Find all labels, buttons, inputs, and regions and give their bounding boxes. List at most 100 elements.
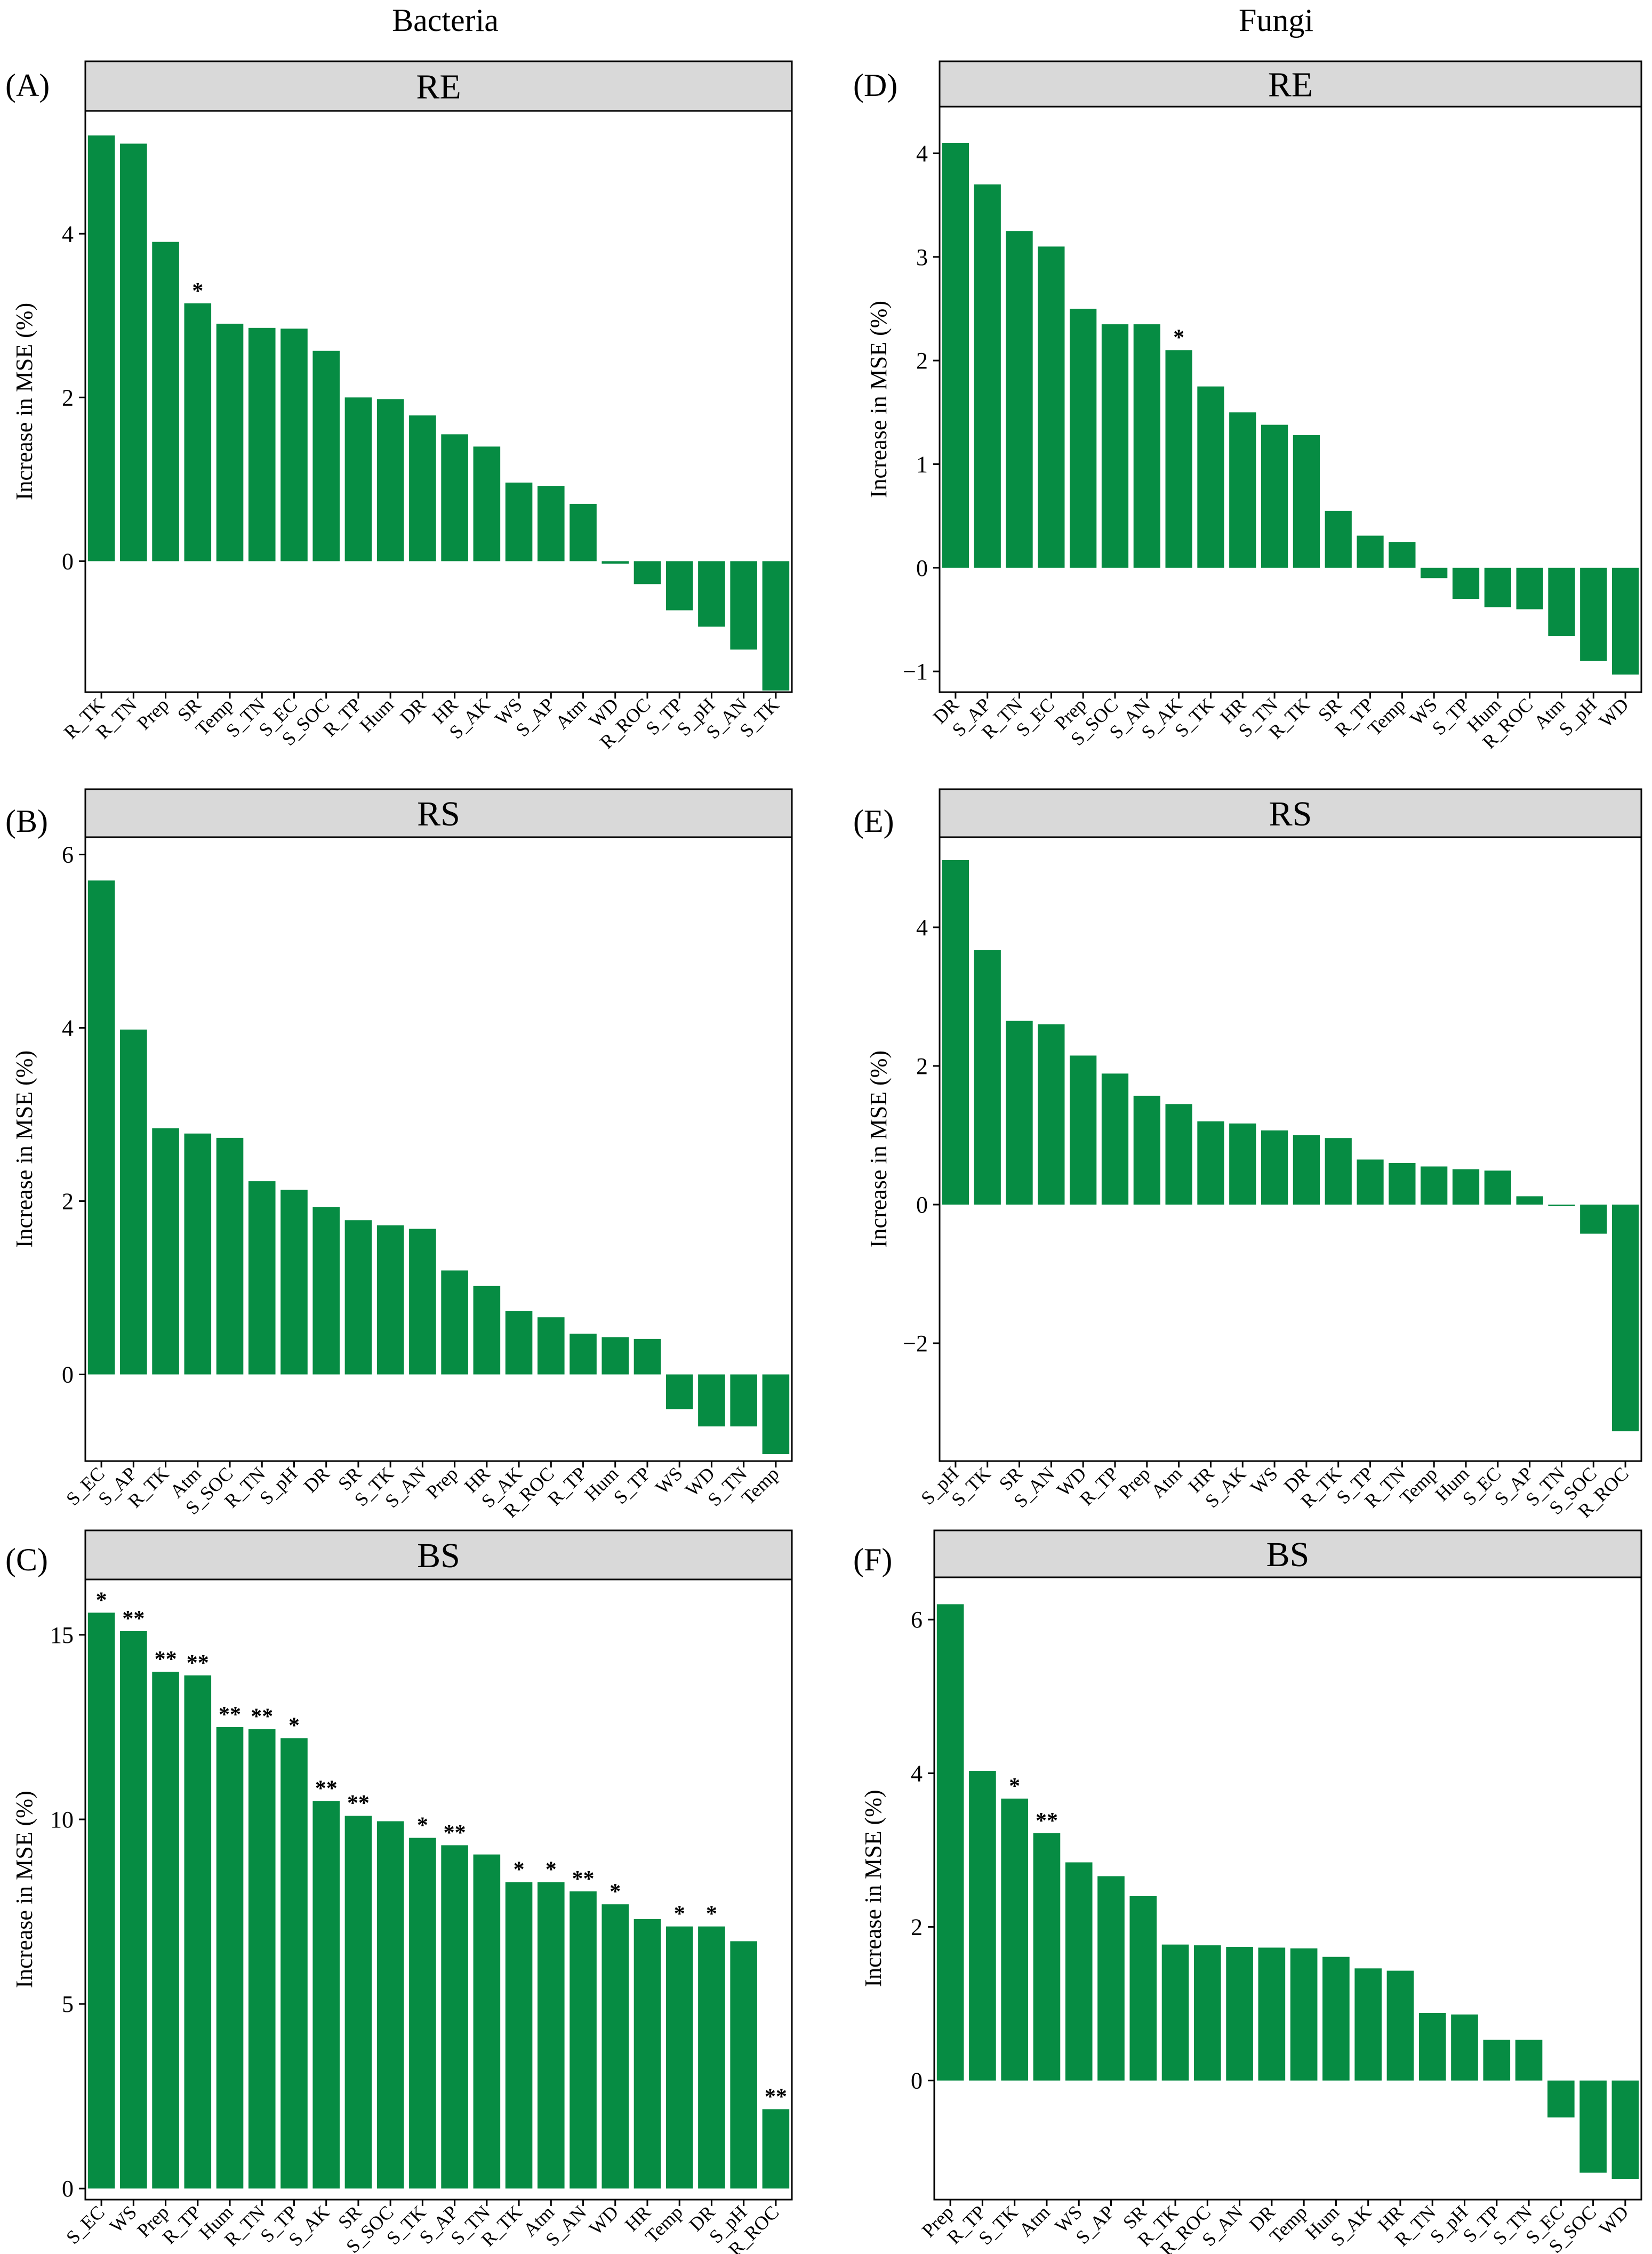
bar [505, 1311, 533, 1375]
significance-label: ** [765, 2084, 787, 2109]
bar [1548, 567, 1575, 637]
bar [1516, 567, 1543, 609]
bar [120, 143, 147, 562]
strip-header [933, 1529, 1642, 1578]
y-tick-label: 6 [62, 842, 74, 868]
plot-panel [933, 1576, 1642, 2201]
bar [1386, 1970, 1414, 2081]
significance-label: * [674, 1902, 685, 1927]
significance-label: * [610, 1880, 621, 1904]
x-tick-label: Atm [551, 694, 591, 733]
bar [602, 1337, 629, 1375]
x-tick-label: Prep [422, 1463, 462, 1503]
bar [280, 328, 308, 562]
column-title-fungi: Fungi [1239, 3, 1313, 38]
plot-panel [84, 1578, 793, 2201]
bar [1129, 1896, 1157, 2081]
x-tick-label: WS [1246, 1463, 1281, 1498]
y-tick-label: 0 [916, 1192, 928, 1218]
bar [1065, 1862, 1093, 2081]
y-tick-label: 10 [50, 1807, 74, 1833]
strip-header [939, 60, 1642, 108]
x-tick-label: S_TP [1428, 694, 1473, 739]
x-tick-label: Atm [1015, 2201, 1054, 2241]
bar [505, 1882, 533, 2189]
bar [1258, 1947, 1286, 2081]
significance-label: * [96, 1588, 107, 1613]
x-tick-label: DR [396, 694, 430, 728]
bar [1516, 1196, 1543, 1205]
x-tick-label: Temp [641, 2201, 687, 2247]
significance-label: * [514, 1858, 525, 1882]
bar [473, 1286, 501, 1375]
bar [152, 1672, 179, 2189]
bar [216, 1727, 244, 2189]
x-tick-label: DR [300, 1463, 334, 1497]
bar [87, 1613, 115, 2189]
bar [730, 1941, 757, 2189]
panel-label: (E) [853, 804, 894, 839]
bar [730, 561, 757, 650]
bar [184, 1675, 212, 2189]
bar [1101, 324, 1129, 568]
bar [762, 1374, 790, 1454]
bar [1261, 1130, 1288, 1205]
y-tick-label: 6 [911, 1607, 923, 1633]
bar [505, 482, 533, 562]
y-tick-label: 0 [62, 1362, 74, 1388]
bar [280, 1190, 308, 1375]
y-axis-label: Increase in MSE (%) [865, 301, 892, 498]
bar [376, 1821, 404, 2189]
bar [1038, 1024, 1065, 1205]
significance-label: * [1009, 1774, 1020, 1799]
bar [1322, 1956, 1350, 2081]
bar [570, 1891, 597, 2189]
bar [248, 1181, 276, 1375]
y-tick-label: 2 [911, 1914, 923, 1940]
significance-label: * [706, 1902, 717, 1927]
bar [409, 415, 436, 562]
y-axis-label: Increase in MSE (%) [865, 1050, 892, 1248]
bar [665, 1374, 693, 1409]
x-tick-label: S_pH [255, 1463, 301, 1509]
bar [1389, 1163, 1416, 1205]
bar [120, 1631, 147, 2189]
strip-title: RE [1268, 66, 1313, 105]
strip-title: BS [417, 1536, 460, 1575]
bar [216, 1137, 244, 1375]
y-tick-label: 5 [62, 1991, 74, 2017]
y-tick-label: 2 [916, 348, 928, 374]
plot-panel [939, 836, 1642, 1462]
strip-title: RS [1269, 795, 1312, 833]
panel-label: (C) [5, 1542, 48, 1577]
bar [1261, 424, 1288, 568]
strip-header [84, 788, 793, 838]
x-tick-label: WD [1595, 694, 1633, 732]
y-tick-label: −1 [903, 659, 928, 685]
y-tick-label: 4 [916, 915, 928, 941]
bar [184, 303, 212, 562]
bar [633, 1919, 661, 2189]
bar [942, 860, 969, 1205]
bar [1101, 1073, 1129, 1205]
y-tick-label: 3 [916, 244, 928, 270]
bar [1001, 1798, 1028, 2081]
bar [538, 1882, 565, 2189]
x-tick-label: S_TP [610, 1463, 655, 1508]
x-tick-label: Prep [1114, 1463, 1154, 1503]
bar [698, 1926, 725, 2189]
x-tick-label: Temp [1396, 1463, 1441, 1509]
bar [441, 1270, 468, 1375]
bar [1611, 567, 1639, 675]
plot-panel [939, 106, 1642, 693]
plot-panel [84, 110, 793, 693]
bar [1197, 386, 1224, 568]
bar [969, 1771, 996, 2081]
bar [312, 1801, 340, 2189]
bar [570, 1334, 597, 1375]
bar [473, 1854, 501, 2189]
y-axis-label: Increase in MSE (%) [860, 1790, 886, 1987]
